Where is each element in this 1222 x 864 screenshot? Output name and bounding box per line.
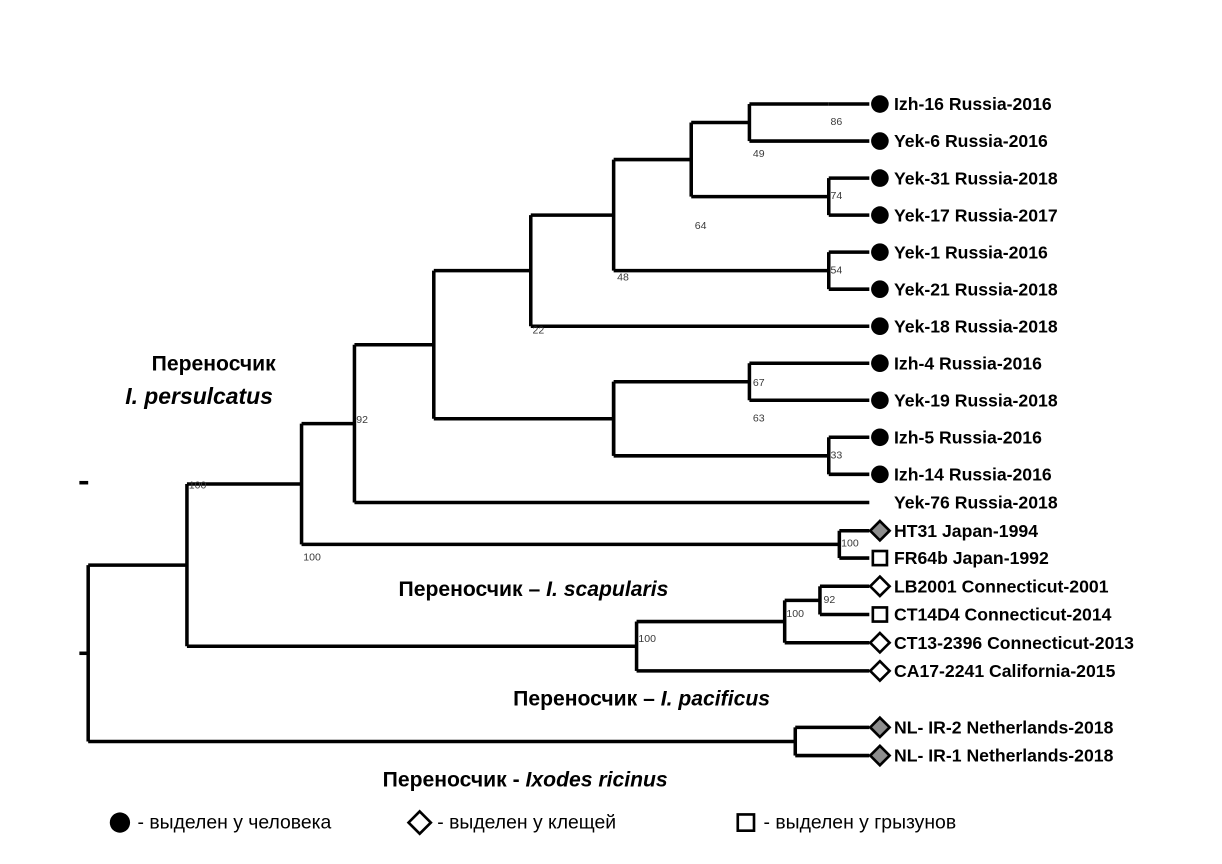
support-value: 86 [831, 116, 843, 128]
support-value: 92 [356, 414, 368, 426]
clade-label: Переносчик – I. scapularis [399, 578, 669, 601]
support-value: 63 [753, 412, 765, 424]
support-value: 92 [823, 594, 835, 606]
clade-label: I. persulcatus [125, 383, 273, 409]
support-value: 100 [303, 552, 321, 564]
support-value: 100 [841, 538, 859, 550]
tip-label: CT13-2396 Connecticut-2013 [894, 633, 1134, 653]
clade-label: Переносчик – I. pacificus [513, 687, 770, 710]
tip-label: Izh-16 Russia-2016 [894, 94, 1052, 114]
tip-label: Yek-1 Russia-2016 [894, 242, 1048, 262]
tip-label: Izh-5 Russia-2016 [894, 427, 1042, 447]
tip-label: LB2001 Connecticut-2001 [894, 576, 1109, 596]
tip-label: Yek-76 Russia-2018 [894, 493, 1058, 513]
support-value: 54 [831, 264, 843, 276]
support-value: 64 [695, 220, 707, 232]
tip-label: Yek-31 Russia-2018 [894, 168, 1058, 188]
tip-label: Yek-6 Russia-2016 [894, 131, 1048, 151]
support-value: 49 [753, 148, 765, 160]
clade-label: Переносчик [152, 352, 277, 375]
support-value: 100 [786, 608, 804, 620]
tip-label: Yek-17 Russia-2017 [894, 205, 1058, 225]
support-value: 22 [533, 324, 545, 336]
tip-label: Izh-14 Russia-2016 [894, 464, 1052, 484]
support-value: 48 [617, 271, 629, 283]
legend-item: - выделен у человека [138, 812, 332, 834]
legend-item: - выделен у клещей [437, 812, 616, 834]
support-value: 74 [831, 190, 843, 202]
tip-label: Yek-18 Russia-2018 [894, 316, 1058, 336]
tip-label: Yek-19 Russia-2018 [894, 390, 1058, 410]
tip-label: Izh-4 Russia-2016 [894, 353, 1042, 373]
tip-label: NL- IR-1 Netherlands-2018 [894, 746, 1114, 766]
phylo-tree-svg: Izh-16 Russia-2016 Yek-6 Russia-2016 Yek-3… [0, 0, 1222, 864]
clade-label: Переносчик - Ixodes ricinus [383, 768, 668, 791]
support-value: 67 [753, 377, 765, 389]
legend-item: - выделен у грызунов [764, 812, 957, 834]
tip-label: CA17-2241 California-2015 [894, 661, 1116, 681]
tip-label: Yek-21 Russia-2018 [894, 279, 1058, 299]
tip-label: NL- IR-2 Netherlands-2018 [894, 718, 1114, 738]
tip-label: FR64b Japan-1992 [894, 548, 1049, 568]
support-value: 100 [638, 633, 656, 645]
support-value: 100 [189, 479, 207, 491]
tip-label: HT31 Japan-1994 [894, 521, 1038, 541]
tip-label: CT14D4 Connecticut-2014 [894, 605, 1112, 625]
support-value: 33 [831, 449, 843, 461]
